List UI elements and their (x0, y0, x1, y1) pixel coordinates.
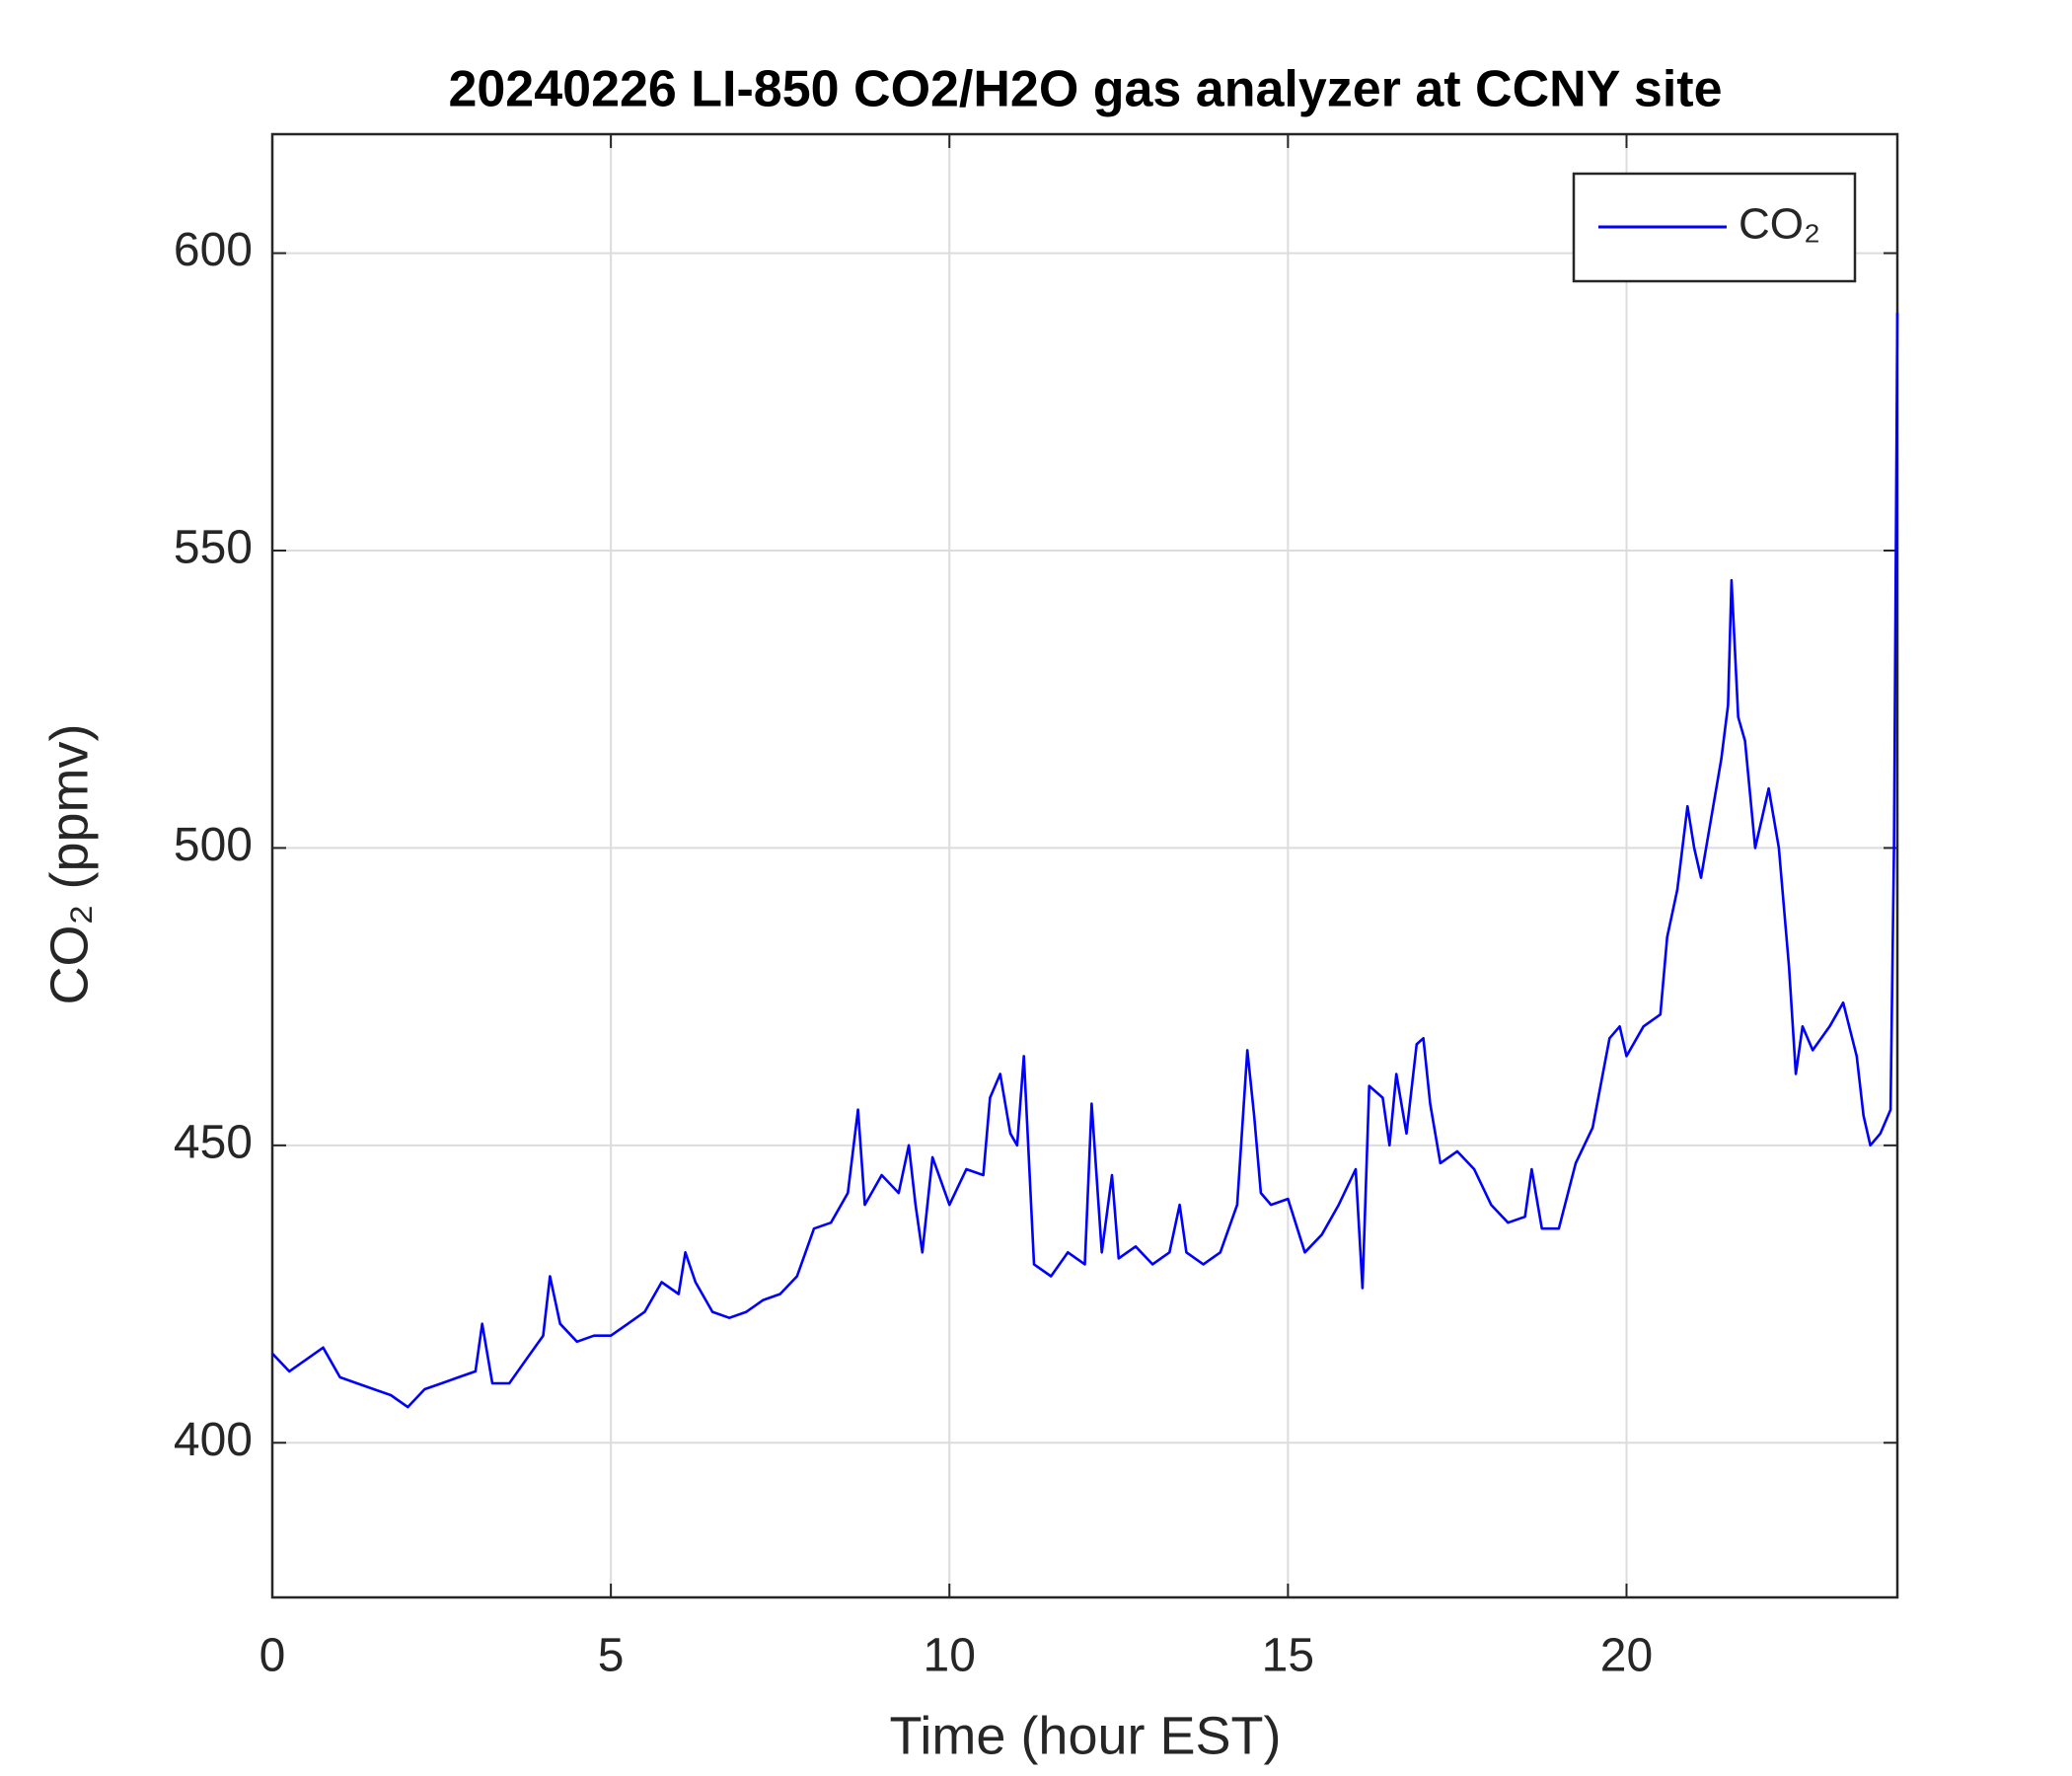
y-tick-label: 450 (174, 1117, 253, 1169)
y-axis-label: CO₂ (ppmv) (39, 724, 99, 1005)
data-line (271, 312, 1899, 1409)
x-tick-label: 5 (598, 1630, 625, 1682)
x-tick-label: 0 (259, 1630, 286, 1682)
plot-frame (270, 132, 1899, 1599)
chart-title: 20240226 LI-850 CO2/H2O gas analyzer at … (448, 61, 1722, 118)
legend-label: CO₂ (1739, 200, 1820, 249)
y-tick-label: 600 (174, 224, 253, 276)
x-axis-label: Time (hour EST) (889, 1706, 1281, 1765)
x-tick-label: 15 (1262, 1630, 1314, 1682)
x-tick-label: 10 (924, 1630, 976, 1682)
y-tick-label: 550 (174, 522, 253, 574)
y-tick-label: 400 (174, 1414, 253, 1466)
y-tick-label: 500 (174, 819, 253, 871)
x-tick-label: 20 (1600, 1630, 1653, 1682)
